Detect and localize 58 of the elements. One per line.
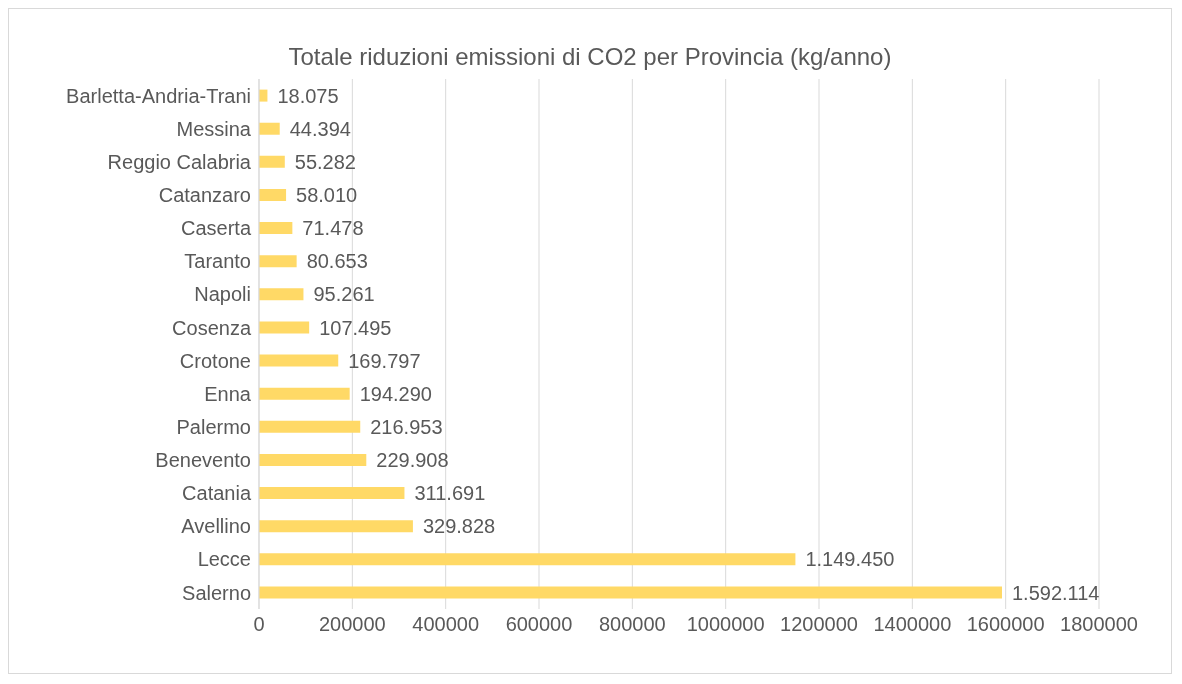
data-label: 58.010 [296,184,358,207]
x-tick-label: 1200000 [780,613,858,636]
bar [259,420,361,433]
x-tick-label: 200000 [318,613,386,636]
bar [259,354,339,367]
data-label: 55.282 [294,150,356,173]
bar [259,487,405,500]
y-tick-label: Reggio Calabria [107,150,252,173]
bar [259,586,1002,599]
data-label: 95.261 [313,283,375,306]
data-label: 216.953 [370,415,443,438]
bar [259,387,350,400]
x-tick-label: 0 [253,613,265,636]
bar [259,255,297,268]
data-label: 169.797 [348,349,421,372]
bar [259,222,293,235]
y-tick-label: Lecce [197,548,251,571]
data-label: 18.075 [277,84,339,107]
x-tick-label: 1800000 [1060,613,1138,636]
x-tick-label: 400000 [412,613,480,636]
y-tick-label: Salerno [182,581,251,604]
x-tick-label: 1600000 [966,613,1045,636]
x-tick-label: 800000 [598,613,666,636]
y-tick-label: Avellino [181,515,251,538]
data-label: 1.592.114 [1011,581,1100,604]
bar [259,122,280,135]
bar [259,453,367,466]
y-tick-label: Caserta [180,217,252,240]
data-label: 80.653 [306,250,368,273]
bar [259,520,413,533]
data-label: 329.828 [422,515,496,538]
y-tick-label: Benevento [155,449,251,472]
x-tick-label: 600000 [505,613,573,636]
bar [259,288,304,301]
y-tick-label: Cosenza [172,316,252,339]
data-label: 229.908 [376,449,449,472]
chart-title: Totale riduzioni emissioni di CO2 per Provincia (kg/anno) [287,42,893,70]
data-label: 311.691 [414,482,486,505]
x-tick-label: 1400000 [873,613,952,636]
x-tick-label: 1000000 [686,613,765,636]
y-tick-label: Napoli [194,283,251,306]
data-label: 1.149.450 [805,548,895,571]
bar [259,553,796,566]
y-tick-label: Palermo [176,415,251,438]
data-label: 107.495 [319,316,392,339]
y-tick-label: Catania [182,482,252,505]
y-tick-label: Taranto [184,250,251,273]
bar [259,188,287,201]
bar [259,155,285,168]
data-label: 194.290 [359,382,432,405]
y-tick-label: Crotone [179,349,251,372]
bar [259,321,310,334]
y-tick-label: Catanzaro [158,184,251,207]
data-label: 44.394 [289,117,351,140]
data-label: 71.478 [302,217,364,240]
y-tick-label: Messina [176,117,252,140]
y-tick-label: Barletta-Andria-Trani [66,84,251,107]
y-tick-label: Enna [204,382,252,405]
